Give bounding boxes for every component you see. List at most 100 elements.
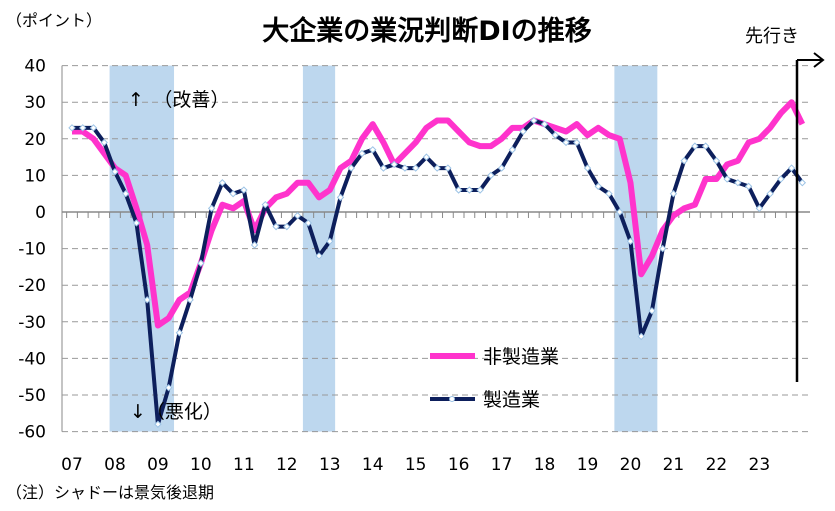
data-point-manufacturing — [648, 307, 656, 315]
data-point-manufacturing — [358, 149, 366, 158]
x-tick-label: 17 — [491, 455, 513, 475]
data-point-manufacturing — [712, 157, 721, 165]
data-point-manufacturing — [433, 164, 441, 172]
recession-shade — [302, 65, 336, 432]
y-tick-label: 10 — [24, 166, 46, 186]
x-tick-label: 10 — [190, 455, 212, 475]
data-point-manufacturing — [422, 153, 431, 161]
data-point-manufacturing — [89, 124, 98, 132]
data-point-manufacturing — [680, 157, 688, 165]
x-tick-label: 14 — [362, 455, 384, 475]
data-point-manufacturing — [691, 142, 699, 150]
y-tick-label: -50 — [18, 386, 46, 406]
x-tick-label: 22 — [706, 455, 728, 475]
data-point-manufacturing — [347, 164, 355, 172]
y-tick-label: -20 — [18, 276, 46, 296]
data-point-manufacturing — [530, 116, 538, 125]
data-point-manufacturing — [798, 179, 807, 187]
y-tick-label: -60 — [18, 423, 46, 443]
data-point-manufacturing — [454, 186, 463, 194]
data-point-manufacturing — [175, 329, 184, 337]
x-tick-label: 20 — [620, 455, 642, 475]
legend-marker-manufacturing — [449, 396, 455, 402]
data-point-manufacturing — [465, 186, 474, 194]
x-tick-label: 21 — [663, 455, 685, 475]
data-point-manufacturing — [336, 193, 345, 202]
x-tick-label: 09 — [147, 455, 169, 475]
data-point-manufacturing — [272, 222, 280, 231]
data-point-manufacturing — [218, 179, 227, 187]
data-point-manufacturing — [390, 160, 398, 169]
y-tick-label: 20 — [24, 130, 46, 150]
y-tick-label: -30 — [18, 313, 46, 333]
data-point-manufacturing — [594, 182, 602, 191]
data-point-manufacturing — [401, 164, 409, 172]
x-tick-label: 08 — [104, 455, 126, 475]
data-point-manufacturing — [79, 124, 87, 132]
data-point-manufacturing — [132, 219, 141, 227]
legend: 非製造業 製造業 — [430, 346, 559, 411]
forecast-label: 先行き — [745, 26, 799, 47]
data-point-manufacturing — [379, 164, 388, 172]
data-point-manufacturing — [411, 164, 420, 172]
y-tick-label: 40 — [24, 57, 46, 77]
data-point-manufacturing — [487, 171, 495, 180]
data-point-manufacturing — [616, 208, 624, 216]
data-point-manufacturing — [766, 189, 774, 198]
data-point-manufacturing — [121, 189, 130, 198]
data-point-manufacturing — [605, 189, 613, 198]
data-point-manufacturing — [283, 222, 291, 231]
x-tick-label: 19 — [577, 455, 599, 475]
data-point-manufacturing — [777, 175, 785, 183]
x-tick-label: 12 — [276, 455, 298, 475]
annotation-worsen: ↓（悪化） — [130, 401, 222, 423]
data-point-manufacturing — [658, 244, 667, 253]
data-point-manufacturing — [787, 164, 796, 172]
data-point-manufacturing — [229, 189, 237, 198]
x-tick-label: 11 — [233, 455, 255, 475]
annotation-improve: ↑ （改善） — [128, 89, 229, 111]
data-point-manufacturing — [669, 189, 678, 198]
data-point-manufacturing — [497, 164, 506, 172]
footnote: （注）シャドーは景気後退期 — [6, 483, 214, 502]
data-point-manufacturing — [304, 219, 312, 227]
data-point-manufacturing — [207, 204, 216, 213]
data-point-manufacturing — [186, 296, 194, 304]
data-point-manufacturing — [197, 259, 205, 267]
data-point-manufacturing — [476, 186, 484, 194]
data-point-manufacturing — [626, 237, 635, 245]
data-point-manufacturing — [100, 138, 108, 147]
data-point-manufacturing — [111, 168, 119, 176]
forecast-arrow-icon — [797, 52, 825, 68]
x-tick-label: 23 — [749, 455, 771, 475]
data-point-manufacturing — [68, 124, 76, 132]
y-tick-label: -40 — [18, 349, 46, 369]
data-point-manufacturing — [315, 252, 323, 260]
data-point-manufacturing — [583, 164, 592, 172]
x-tick-label: 13 — [319, 455, 341, 475]
data-point-manufacturing — [701, 142, 710, 150]
data-point-manufacturing — [744, 182, 753, 191]
data-point-manufacturing — [755, 204, 764, 213]
legend-label-nonmanufacturing: 非製造業 — [483, 346, 559, 368]
x-tick-label: 07 — [61, 455, 83, 475]
data-point-manufacturing — [573, 138, 581, 147]
data-point-manufacturing — [261, 200, 270, 209]
data-point-manufacturing — [637, 332, 645, 341]
chart-title: 大企業の業況判断DIの推移 — [262, 15, 591, 47]
data-point-manufacturing — [723, 175, 731, 183]
y-tick-label: 30 — [24, 93, 46, 113]
x-tick-label: 16 — [448, 455, 470, 475]
data-point-manufacturing — [250, 241, 259, 249]
y-axis-label: （ポイント） — [6, 11, 102, 30]
data-point-manufacturing — [154, 420, 162, 428]
y-tick-label: -10 — [18, 240, 46, 260]
x-tick-label: 18 — [534, 455, 556, 475]
data-point-manufacturing — [519, 127, 527, 136]
x-tick-label: 15 — [405, 455, 427, 475]
data-point-manufacturing — [369, 146, 377, 154]
data-point-manufacturing — [326, 237, 334, 245]
data-point-manufacturing — [734, 179, 742, 187]
